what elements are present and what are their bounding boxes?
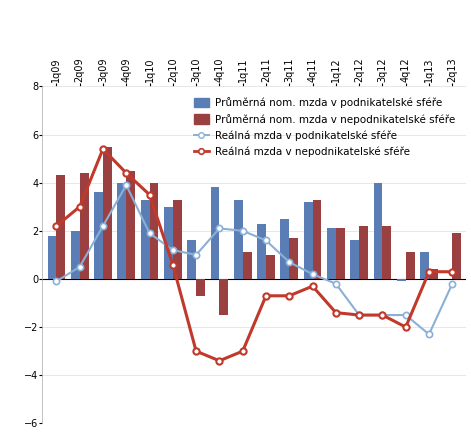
Bar	[149, 183, 158, 279]
Legend: Průměrná nom. mzda v podnikatelské sféře, Průměrná nom. mzda v nepodnikatelské s: Průměrná nom. mzda v podnikatelské sféře…	[192, 95, 457, 159]
Bar	[397, 279, 406, 281]
Bar	[48, 235, 57, 279]
Bar	[94, 192, 103, 279]
Bar	[374, 183, 382, 279]
Bar	[103, 146, 112, 279]
Bar	[327, 229, 336, 279]
Bar	[257, 224, 266, 279]
Bar	[382, 226, 391, 279]
Bar	[164, 207, 173, 279]
Bar	[243, 252, 252, 279]
Bar	[187, 241, 196, 279]
Bar	[429, 269, 438, 279]
Bar	[80, 173, 89, 279]
Bar	[266, 255, 275, 279]
Bar	[406, 252, 414, 279]
Bar	[126, 171, 135, 279]
Bar	[289, 238, 298, 279]
Bar	[141, 200, 149, 279]
Bar	[313, 200, 321, 279]
Bar	[336, 229, 345, 279]
Bar	[304, 202, 313, 279]
Bar	[280, 219, 289, 279]
Bar	[173, 200, 182, 279]
Bar	[57, 175, 65, 279]
Bar	[211, 187, 219, 279]
Bar	[350, 241, 359, 279]
Bar	[420, 252, 429, 279]
Bar	[234, 200, 243, 279]
Bar	[196, 279, 205, 296]
Bar	[219, 279, 228, 315]
Bar	[359, 226, 368, 279]
Bar	[452, 233, 461, 279]
Bar	[71, 231, 80, 279]
Bar	[117, 183, 126, 279]
